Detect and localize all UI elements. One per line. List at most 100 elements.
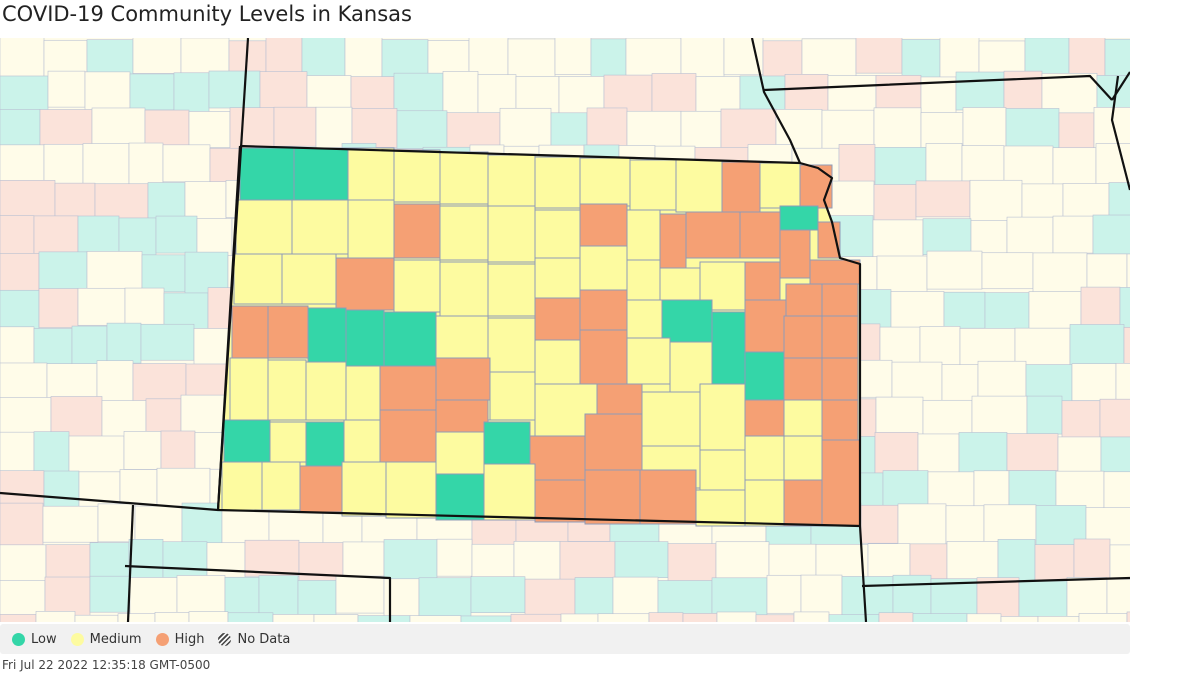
county-70[interactable] <box>821 315 859 359</box>
county-61[interactable] <box>379 365 437 411</box>
county-63[interactable] <box>489 371 536 421</box>
county-72[interactable] <box>269 421 307 463</box>
county-4[interactable] <box>393 149 441 203</box>
county-12[interactable] <box>759 162 801 209</box>
county-91[interactable] <box>483 421 531 465</box>
county-56[interactable] <box>821 283 859 317</box>
county-2[interactable] <box>293 147 349 201</box>
legend-item-high[interactable]: High <box>155 632 204 647</box>
county-39[interactable] <box>744 261 781 301</box>
county-69[interactable] <box>783 315 823 359</box>
county-59[interactable] <box>305 361 347 421</box>
county-42[interactable] <box>231 305 269 359</box>
county-46[interactable] <box>383 311 437 367</box>
county-95[interactable] <box>699 449 746 491</box>
county-53[interactable] <box>711 311 746 385</box>
county-81[interactable] <box>699 383 746 451</box>
county-73[interactable] <box>305 421 345 467</box>
county-54[interactable] <box>744 299 787 353</box>
county-21[interactable] <box>579 203 628 247</box>
county-43[interactable] <box>267 305 309 359</box>
county-68[interactable] <box>744 351 785 401</box>
county-107[interactable] <box>821 439 861 527</box>
county-45[interactable] <box>345 309 385 367</box>
county-98[interactable] <box>821 399 859 441</box>
county-51[interactable] <box>626 299 663 339</box>
county-55[interactable] <box>785 283 823 317</box>
county-16[interactable] <box>347 199 395 259</box>
county-50[interactable] <box>579 289 628 331</box>
county-8[interactable] <box>579 157 631 207</box>
county-40[interactable] <box>779 229 811 279</box>
county-85[interactable] <box>221 461 263 511</box>
county-79[interactable] <box>596 383 643 415</box>
county-90[interactable] <box>435 431 485 475</box>
county-83[interactable] <box>783 357 823 401</box>
county-6[interactable] <box>487 154 536 207</box>
county-25[interactable] <box>739 211 781 259</box>
county-10[interactable] <box>675 159 723 213</box>
county-49[interactable] <box>534 297 581 341</box>
county-52[interactable] <box>661 299 713 343</box>
county-24[interactable] <box>685 211 741 259</box>
county-17[interactable] <box>393 203 441 259</box>
county-5[interactable] <box>439 151 489 205</box>
county-19[interactable] <box>487 205 536 263</box>
county-22[interactable] <box>626 209 661 261</box>
county-28[interactable] <box>233 253 283 305</box>
county-41[interactable] <box>809 259 861 285</box>
county-100[interactable] <box>483 463 536 521</box>
county-13[interactable] <box>799 164 833 209</box>
county-31[interactable] <box>393 259 441 313</box>
county-101[interactable] <box>534 479 586 523</box>
county-99[interactable] <box>435 473 485 521</box>
legend-item-medium[interactable]: Medium <box>70 632 142 647</box>
county-75[interactable] <box>379 409 437 463</box>
county-44[interactable] <box>307 307 347 363</box>
county-82[interactable] <box>744 399 785 437</box>
county-84[interactable] <box>821 357 859 401</box>
county-32[interactable] <box>439 261 489 317</box>
county-15[interactable] <box>291 199 349 255</box>
kansas-counties[interactable] <box>218 146 861 527</box>
county-87[interactable] <box>299 465 343 513</box>
county-62[interactable] <box>435 357 491 401</box>
county-37[interactable] <box>659 267 701 301</box>
county-7[interactable] <box>534 156 581 209</box>
county-57[interactable] <box>229 357 269 421</box>
county-106[interactable] <box>783 479 823 527</box>
county-47[interactable] <box>435 315 489 359</box>
county-33[interactable] <box>487 263 536 317</box>
county-48[interactable] <box>487 317 536 373</box>
county-76[interactable] <box>435 399 489 433</box>
county-80[interactable] <box>641 391 701 447</box>
county-97[interactable] <box>783 435 823 481</box>
county-65[interactable] <box>579 329 628 385</box>
county-103[interactable] <box>639 469 697 525</box>
legend-item-low[interactable]: Low <box>12 632 57 647</box>
county-89[interactable] <box>385 461 437 519</box>
county-23[interactable] <box>659 213 687 269</box>
county-105[interactable] <box>744 479 785 527</box>
county-93[interactable] <box>584 413 643 471</box>
county-11[interactable] <box>721 161 761 213</box>
county-20[interactable] <box>534 209 581 259</box>
county-71[interactable] <box>223 419 271 463</box>
county-88[interactable] <box>341 461 387 517</box>
county-29[interactable] <box>281 253 337 305</box>
county-26[interactable] <box>779 205 819 231</box>
map-viewport[interactable] <box>0 38 1130 622</box>
county-1[interactable] <box>239 147 295 201</box>
county-104[interactable] <box>695 489 746 527</box>
county-36[interactable] <box>626 259 661 301</box>
county-60[interactable] <box>345 365 381 421</box>
county-35[interactable] <box>579 245 628 291</box>
county-96[interactable] <box>744 435 785 481</box>
county-66[interactable] <box>626 337 671 385</box>
county-92[interactable] <box>529 435 586 481</box>
county-30[interactable] <box>335 257 395 311</box>
county-58[interactable] <box>267 359 307 421</box>
community-levels-map[interactable] <box>0 38 1130 622</box>
county-3[interactable] <box>347 147 395 201</box>
county-18[interactable] <box>439 205 489 261</box>
